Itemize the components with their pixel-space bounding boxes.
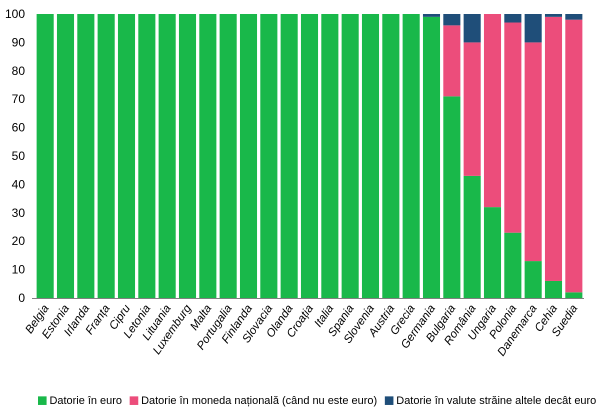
bar-segment bbox=[524, 261, 542, 298]
bar-segment bbox=[565, 292, 583, 298]
y-tick-label: 70 bbox=[12, 92, 26, 106]
bar-segment bbox=[544, 280, 563, 298]
bar-segment bbox=[36, 14, 54, 298]
bar-segment bbox=[158, 14, 176, 298]
bar-segment bbox=[443, 25, 461, 97]
bar-segment bbox=[463, 42, 481, 176]
y-tick-label: 60 bbox=[12, 121, 26, 135]
bar-segment bbox=[443, 96, 461, 298]
bar-segment bbox=[422, 14, 441, 17]
y-tick-label: 80 bbox=[12, 64, 26, 78]
legend: Datorie în euro Datorie în moneda naționa… bbox=[38, 395, 596, 407]
bar-segment bbox=[402, 14, 420, 298]
bars bbox=[36, 14, 583, 299]
bar-segment bbox=[138, 14, 156, 298]
y-axis-ticks: 0 10 20 30 40 50 60 70 80 90 100 bbox=[5, 7, 25, 305]
y-tick-label: 0 bbox=[18, 291, 25, 305]
bar-segment bbox=[483, 207, 502, 298]
bar-segment bbox=[524, 14, 542, 43]
legend-swatch bbox=[38, 396, 47, 405]
bar-segment bbox=[321, 14, 339, 298]
bar-segment bbox=[565, 14, 583, 20]
y-tick-label: 90 bbox=[12, 35, 26, 49]
bar-segment bbox=[178, 14, 197, 298]
bar-segment bbox=[56, 14, 75, 298]
bar-segment bbox=[117, 14, 136, 298]
legend-label: Datorie în valute străine altele decât e… bbox=[396, 395, 596, 407]
legend-label: Datorie în euro bbox=[49, 395, 122, 407]
y-tick-label: 30 bbox=[12, 206, 26, 220]
bar-segment bbox=[565, 19, 583, 293]
bar-segment bbox=[239, 14, 258, 298]
legend-label: Datorie în moneda națională (când nu est… bbox=[141, 395, 377, 407]
bar-segment bbox=[77, 14, 95, 298]
x-axis-ticks: BelgiaEstoniaIrlandaFranțaCipruLetoniaLi… bbox=[23, 302, 580, 358]
bar-segment bbox=[504, 232, 522, 298]
bar-segment bbox=[300, 14, 319, 298]
y-tick-label: 40 bbox=[12, 177, 26, 191]
y-tick-label: 50 bbox=[12, 149, 26, 163]
bar-segment bbox=[341, 14, 359, 298]
bar-segment bbox=[361, 14, 380, 298]
legend-swatch bbox=[384, 396, 394, 405]
bar-segment bbox=[97, 14, 115, 298]
bar-segment bbox=[219, 14, 237, 298]
y-tick-label: 100 bbox=[5, 7, 25, 21]
bar-segment bbox=[544, 14, 563, 17]
bar-segment bbox=[463, 14, 481, 43]
bar-segment bbox=[483, 14, 502, 208]
bar-segment bbox=[524, 42, 542, 262]
bar-segment bbox=[504, 14, 522, 23]
y-tick-label: 10 bbox=[12, 263, 26, 277]
bar-segment bbox=[544, 16, 563, 281]
bar-segment bbox=[463, 175, 481, 298]
bar-segment bbox=[280, 14, 298, 298]
bar-segment bbox=[382, 14, 400, 298]
bar-segment bbox=[260, 14, 278, 298]
bar-segment bbox=[504, 22, 522, 233]
bar-segment bbox=[422, 16, 441, 299]
y-tick-label: 20 bbox=[12, 234, 26, 248]
bar-segment bbox=[443, 14, 461, 26]
bar-segment bbox=[199, 14, 217, 298]
legend-swatch bbox=[129, 396, 139, 405]
